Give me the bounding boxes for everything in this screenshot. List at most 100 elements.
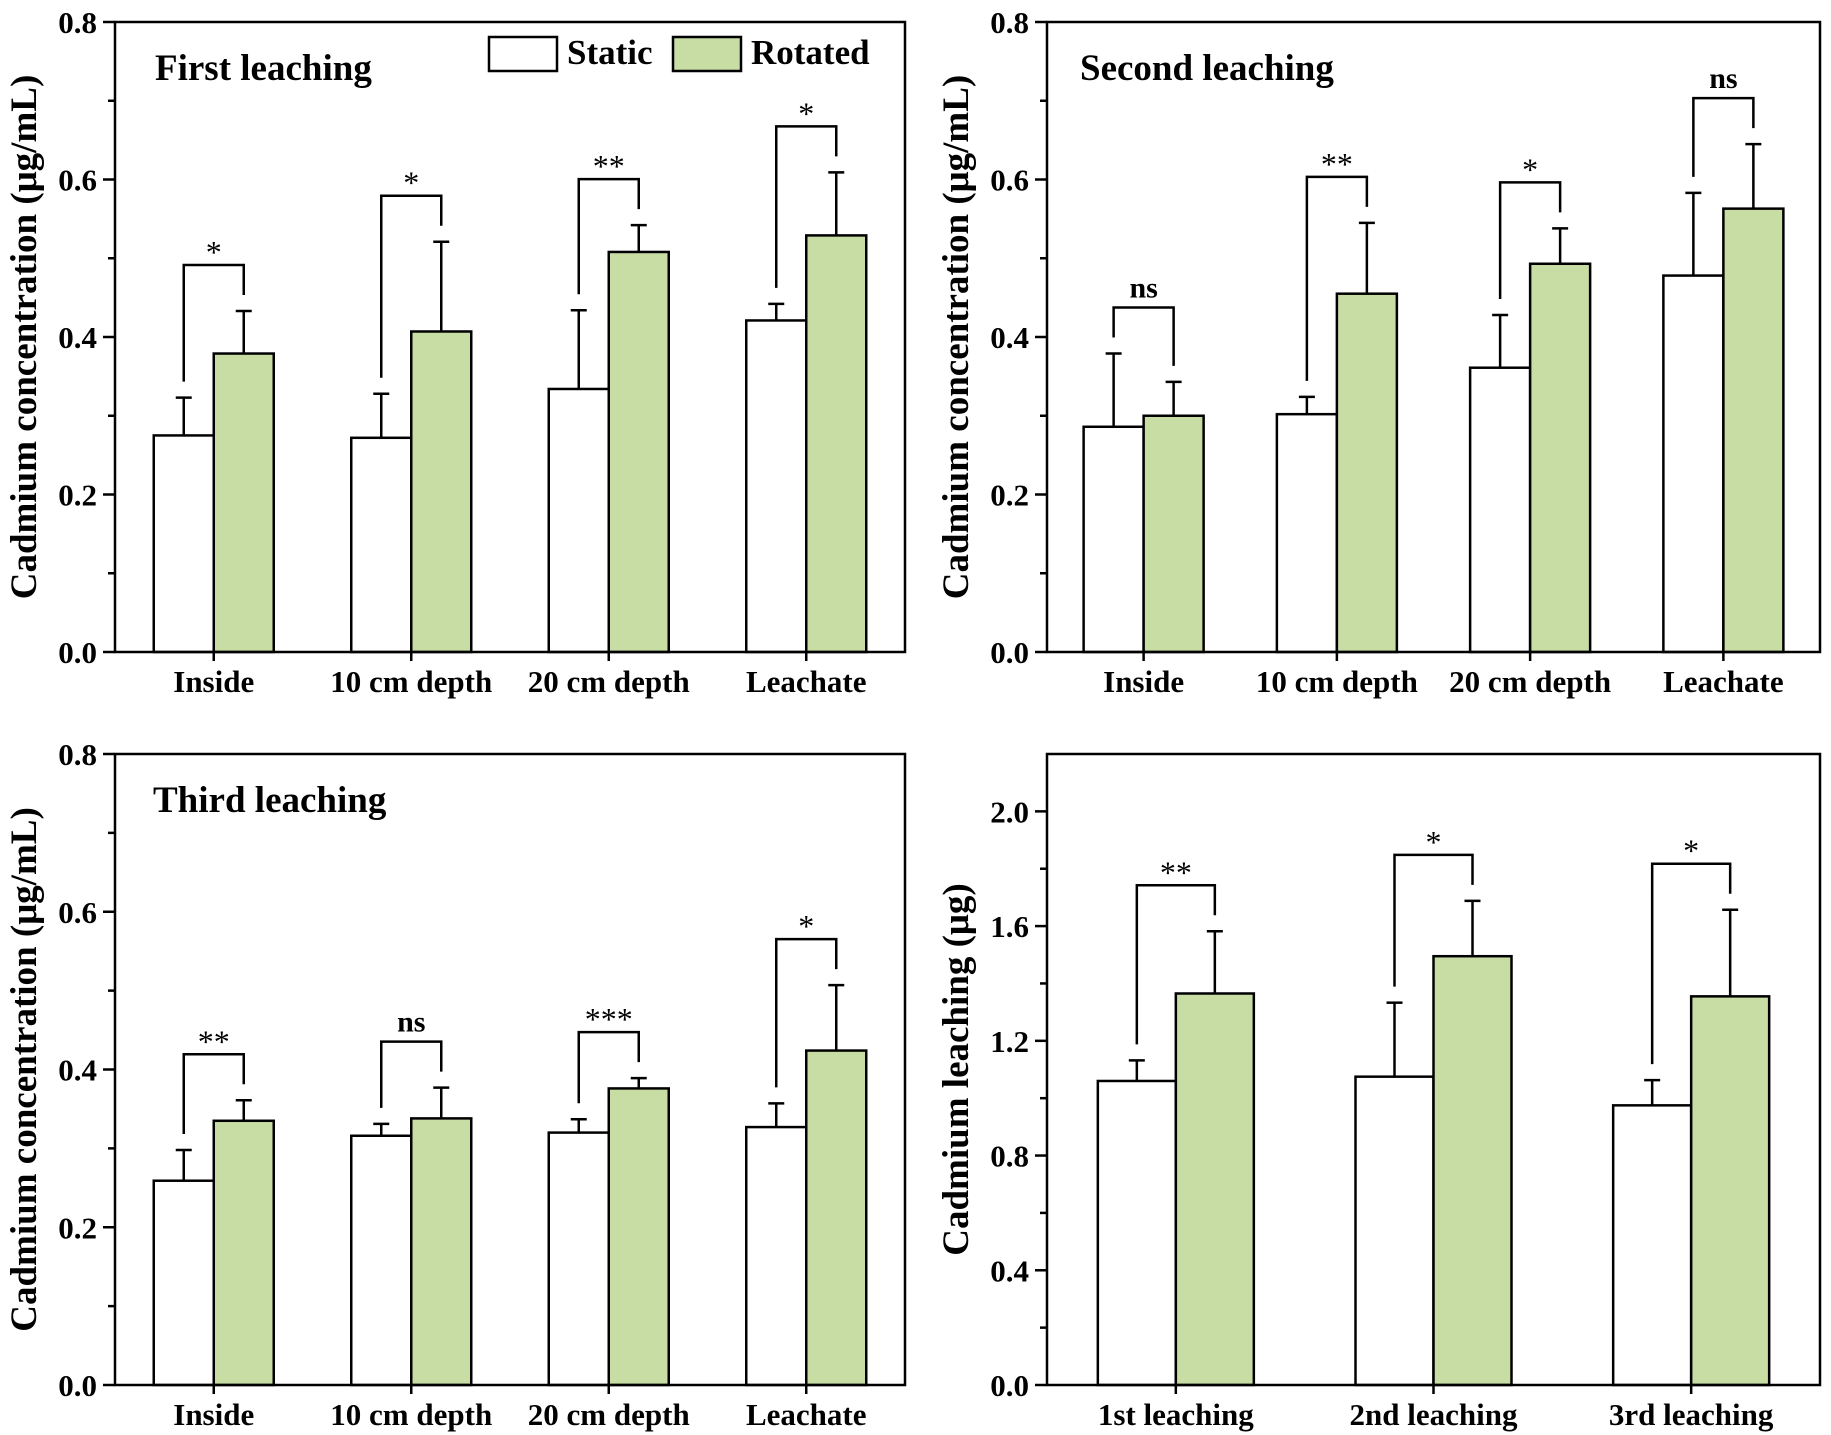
significance-label-3: *** [585,1001,633,1037]
y-tick-label-5: 0.8 [58,737,97,772]
plot-frame [1045,752,1822,1387]
x-tick-label-4: Leachate [746,1397,867,1432]
x-tick-label-3: 20 cm depth [528,664,690,699]
significance-bracket-1 [182,263,245,382]
significance-bracket-1 [1135,884,1217,1045]
bar-static-1 [1082,425,1145,654]
bar-rotated-2 [1335,292,1399,654]
y-tick-label-4: 0.6 [990,163,1029,198]
y-tick-label-1: 0.0 [990,1368,1029,1403]
bar-rotated-1 [212,352,275,654]
y-tick-label-2: 0.2 [58,1210,97,1245]
y-tick-label-6: 2.0 [990,794,1029,829]
bar-static-2 [1275,412,1339,654]
bar-static-2 [350,436,413,654]
bar-rotated-1 [1142,414,1205,654]
bar-rotated-3 [607,250,670,654]
legend: Static Rotated [487,33,870,73]
significance-bracket-4 [775,937,838,1088]
panel-title: Second leaching [1080,48,1334,89]
significance-bracket-2 [380,1040,443,1108]
significance-bracket-3 [577,177,640,295]
significance-label-4: * [798,908,814,944]
significance-label-2: ** [1321,146,1353,182]
x-tick-label-2: 10 cm depth [1256,664,1418,699]
significance-bracket-3 [1650,862,1732,1065]
significance-label-2: * [403,165,419,201]
y-tick-label-5: 0.8 [990,5,1029,40]
panel-title: First leaching [155,48,372,89]
bar-static-3 [547,1131,610,1387]
x-tick-label-1: Inside [173,1397,254,1432]
plot-frame [113,20,907,654]
chart-panel-3: ** Inside ns 10 cm depth *** 20 cm depth * Leac… [4,737,907,1432]
y-tick-label-1: 0.0 [990,635,1029,670]
significance-label-4: * [798,95,814,131]
bar-static-1 [152,434,215,654]
bar-rotated-4 [1722,207,1785,654]
y-tick-label-2: 0.4 [990,1253,1029,1288]
plot-frame [1045,20,1822,654]
bar-rotated-1 [1174,992,1256,1387]
bar-static-4 [745,1125,808,1387]
y-tick-label-3: 0.4 [58,1053,97,1088]
significance-bracket-2 [1305,175,1369,381]
y-tick-label-2: 0.2 [990,478,1029,513]
bar-static-3 [1611,1104,1693,1387]
bar-static-4 [745,319,808,654]
panel-title: Third leaching [153,780,387,821]
bar-static-2 [1354,1075,1435,1387]
significance-label-1: ** [198,1023,230,1059]
x-tick-label-2: 10 cm depth [330,664,492,699]
bar-static-3 [1468,366,1532,654]
y-tick-label-4: 0.6 [58,163,97,198]
significance-bracket-1 [182,1053,245,1134]
significance-bracket-1 [1112,306,1175,366]
significance-label-2: ns [397,1006,425,1039]
significance-label-1: ** [1160,854,1192,890]
significance-bracket-2 [380,194,443,378]
y-tick-label-1: 0.0 [58,635,97,670]
x-tick-label-2: 10 cm depth [330,1397,492,1432]
y-tick-label-1: 0.0 [58,1368,97,1403]
y-tick-label-5: 0.8 [58,5,97,40]
legend-swatch-static [487,35,559,73]
chart-panel-1: * Inside * 10 cm depth ** 20 cm depth * Leachat… [4,5,907,699]
x-tick-label-4: Leachate [746,664,867,699]
bar-rotated-4 [805,1049,868,1387]
significance-label-3: ** [593,148,625,184]
x-tick-label-1: Inside [1103,664,1184,699]
bar-rotated-1 [212,1119,275,1387]
y-axis-title: Cadmium leaching (μg) [936,883,977,1255]
bar-rotated-2 [1432,954,1513,1387]
significance-label-2: * [1426,824,1442,860]
bar-static-1 [152,1179,215,1387]
significance-label-1: ns [1129,272,1157,305]
x-tick-label-2: 2nd leaching [1350,1397,1518,1432]
bar-rotated-2 [410,330,473,654]
significance-label-3: * [1683,833,1699,869]
y-axis-title: Cadmium concentration (μg/mL) [936,75,977,600]
bar-static-4 [1662,274,1725,654]
x-tick-label-3: 20 cm depth [1449,664,1611,699]
y-tick-label-5: 1.6 [990,909,1029,944]
bar-rotated-3 [1528,262,1592,654]
x-tick-label-4: Leachate [1663,664,1784,699]
significance-bracket-4 [1692,96,1755,177]
significance-label-3: * [1522,151,1538,187]
legend-label-static: Static [567,33,653,72]
significance-bracket-3 [1498,181,1562,299]
x-tick-label-1: Inside [173,664,254,699]
y-tick-label-3: 0.8 [990,1139,1029,1174]
legend-swatch-rotated [671,35,743,73]
significance-label-4: ns [1709,62,1737,95]
y-tick-label-2: 0.2 [58,478,97,513]
bar-rotated-3 [1689,995,1771,1387]
x-tick-label-3: 20 cm depth [528,1397,690,1432]
significance-label-1: * [206,234,222,270]
y-axis-title: Cadmium concentration (μg/mL) [4,807,45,1332]
y-axis-title: Cadmium concentration (μg/mL) [4,75,45,600]
chart-panel-4: ** 1st leaching * 2nd leaching * 3rd leaching… [936,752,1822,1432]
bar-static-1 [1096,1079,1178,1387]
